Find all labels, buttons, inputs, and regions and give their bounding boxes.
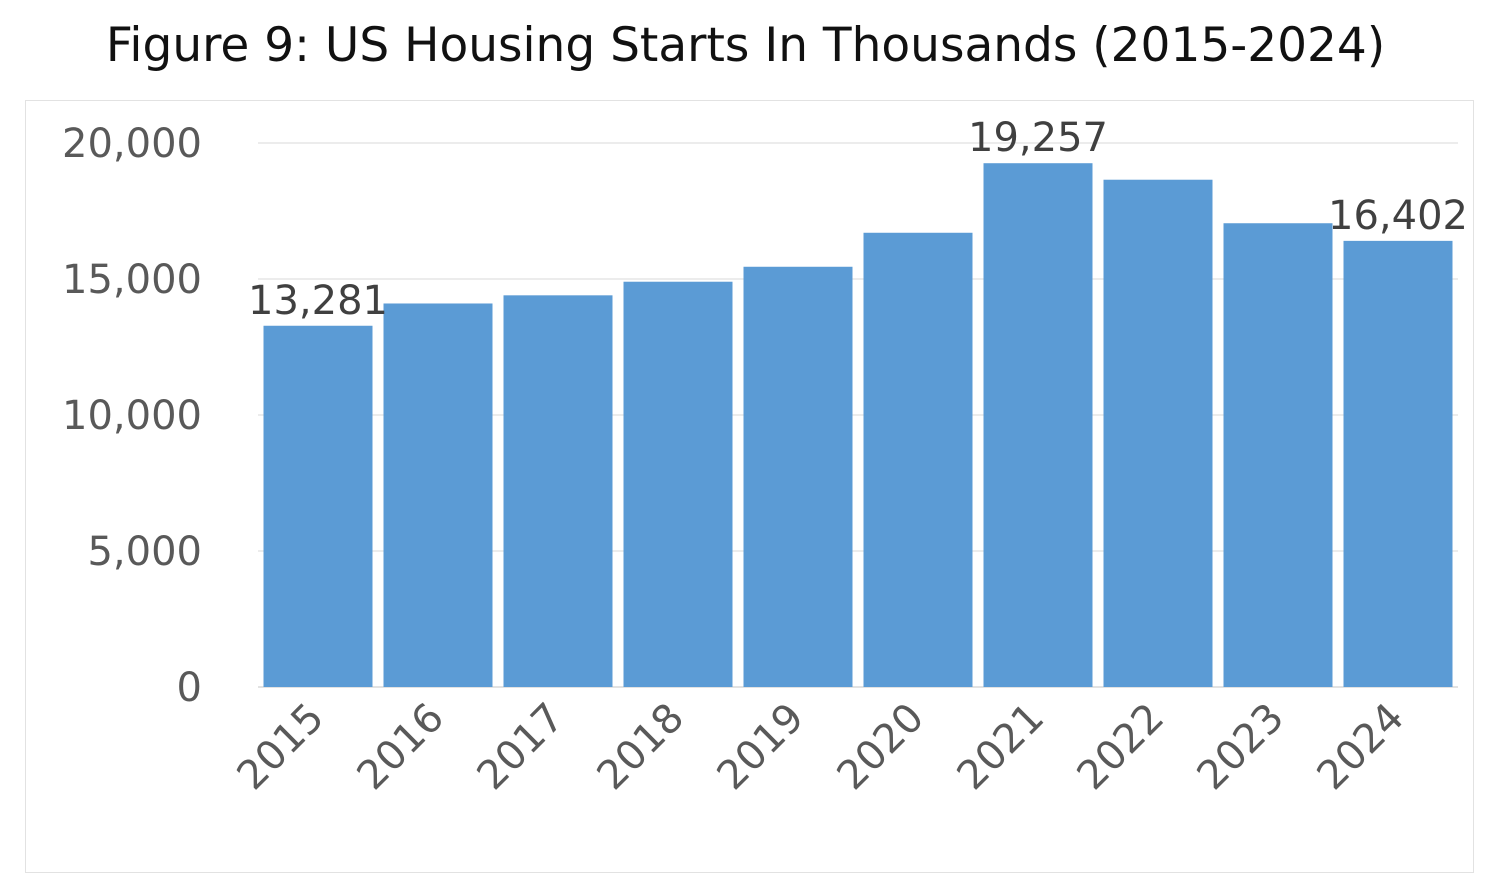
y-tick-label: 15,000 <box>62 257 202 303</box>
bar-2021 <box>983 163 1093 687</box>
x-tick-label-2019: 2019 <box>709 695 814 800</box>
data-label-2024: 16,402 <box>1328 193 1468 239</box>
bar-2017 <box>503 295 613 687</box>
bar-2024 <box>1343 240 1453 687</box>
x-tick-label-2017: 2017 <box>469 695 574 800</box>
x-tick-label-2020: 2020 <box>829 695 934 800</box>
bar-2020 <box>863 232 973 687</box>
bar-2018 <box>623 281 733 687</box>
x-tick-label-2016: 2016 <box>349 695 454 800</box>
chart-title: Figure 9: US Housing Starts In Thousands… <box>105 18 1386 73</box>
x-tick-label-2015: 2015 <box>229 695 334 800</box>
bar-2023 <box>1223 223 1333 688</box>
data-label-2021: 19,257 <box>968 115 1108 161</box>
y-tick-label: 10,000 <box>62 393 202 439</box>
data-label-2015: 13,281 <box>248 278 388 324</box>
x-tick-label-2021: 2021 <box>949 695 1054 800</box>
bar-2015 <box>263 325 373 687</box>
y-tick-label: 5,000 <box>87 529 202 575</box>
data-labels: 13,281 19,257 16,402 <box>248 115 1468 324</box>
bar-2016 <box>383 303 493 687</box>
y-axis-tick-labels: 0 5,000 10,000 15,000 20,000 <box>62 121 202 711</box>
x-tick-label-2024: 2024 <box>1309 695 1414 800</box>
x-axis-tick-labels: 2015 2016 2017 2018 2019 2020 2021 2022 2023 2024 <box>229 695 1414 800</box>
y-tick-label: 20,000 <box>62 121 202 167</box>
x-tick-label-2018: 2018 <box>589 695 694 800</box>
y-tick-label: 0 <box>177 665 202 711</box>
bar-2019 <box>743 266 853 687</box>
bars <box>263 163 1453 688</box>
x-tick-label-2023: 2023 <box>1189 695 1294 800</box>
x-tick-label-2022: 2022 <box>1069 695 1174 800</box>
chart-area <box>25 100 1474 873</box>
bar-2022 <box>1103 179 1213 687</box>
